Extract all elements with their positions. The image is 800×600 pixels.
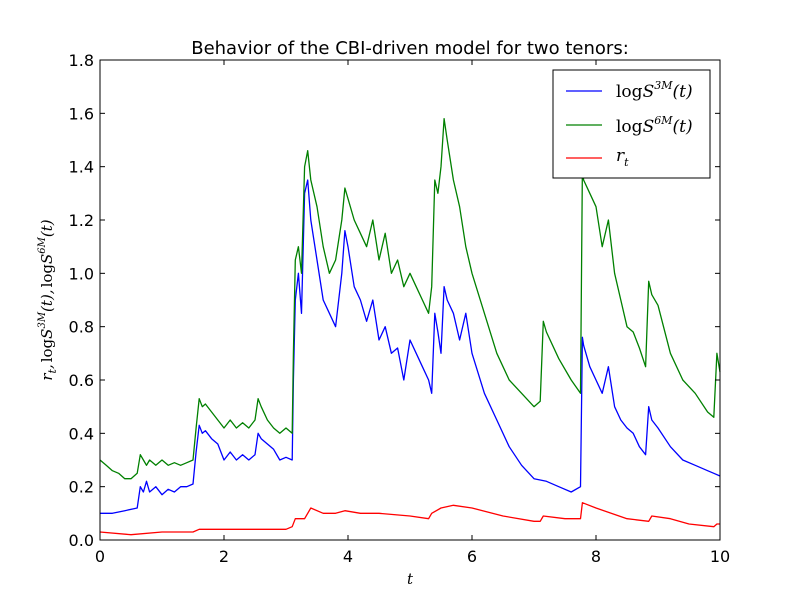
y-tick-label-9: 1.8 [69,51,94,70]
ylabel-s1-sup: 3M [37,311,48,328]
legend-box [552,69,711,179]
series-line-1 [99,118,721,480]
ylabel-sep-2: , [38,289,56,294]
legend-label-rt: rt [616,146,629,169]
legend-logS3M-t: (t) [672,82,692,102]
x-tick-label-0: 0 [95,547,105,566]
ylabel-sep-1: , [38,364,56,369]
x-tick-label-2: 4 [343,547,353,566]
legend-rt-r: r [616,146,625,166]
series-line-0 [100,179,721,514]
legend-label-logS3M: logS3M(t) [616,79,693,102]
ylabel-s-2: S [38,254,56,264]
series-layer [99,118,721,536]
ylabel-t-2: (t) [38,219,56,237]
x-tick-label-4: 8 [591,547,601,566]
legend-logS3M-log: log [616,82,643,102]
y-tick-label-0: 0.0 [69,531,94,550]
svg-text:rt,logS3M(t),logS6M(t): rt,logS3M(t),logS6M(t) [37,219,59,380]
y-tick-label-6: 1.2 [69,211,94,230]
legend-logS6M-t: (t) [672,117,692,137]
y-tick-label-1: 0.2 [69,478,94,497]
x-tick-label-1: 2 [219,547,229,566]
y-tick-label-2: 0.4 [69,424,94,443]
ylabel-r: r [38,373,56,381]
x-axis-label: t [407,570,414,588]
ylabel-log-1: log [38,338,56,362]
plot-frame [99,59,721,541]
legend: logS3M(t) logS6M(t) rt [552,69,711,179]
y-tick-label-4: 0.8 [69,318,94,337]
tick-layer: 0 2 4 6 8 10 0.0 0.2 0.4 0.6 0.8 1.0 1.2 1.4 1.6 1.8 [69,51,731,566]
legend-rt-sub: t [624,156,629,169]
y-tick-label-8: 1.6 [69,104,94,123]
ylabel-s2-sup: 6M [37,236,48,253]
y-tick-label-3: 0.6 [69,371,94,390]
legend-logS6M-log: log [616,117,643,137]
x-tick-label-5: 10 [710,547,730,566]
legend-logS6M-sup: 6M [654,114,673,127]
ylabel-log-2: log [38,264,56,288]
y-tick-label-7: 1.4 [69,158,94,177]
chart-title: Behavior of the CBI-driven model for two… [191,38,629,59]
legend-label-logS6M: logS6M(t) [616,114,693,137]
ylabel-s-1: S [38,329,56,339]
ylabel-r-sub: t [46,368,59,373]
legend-logS3M-sup: 3M [654,79,673,92]
legend-logS6M-s: S [643,117,655,137]
x-tick-label-3: 6 [467,547,477,566]
ylabel-t-1: (t) [38,294,56,312]
y-tick-label-5: 1.0 [69,264,94,283]
series-line-2 [99,502,720,536]
y-axis-label: rt,logS3M(t),logS6M(t) [37,219,59,380]
legend-logS3M-s: S [643,82,655,102]
